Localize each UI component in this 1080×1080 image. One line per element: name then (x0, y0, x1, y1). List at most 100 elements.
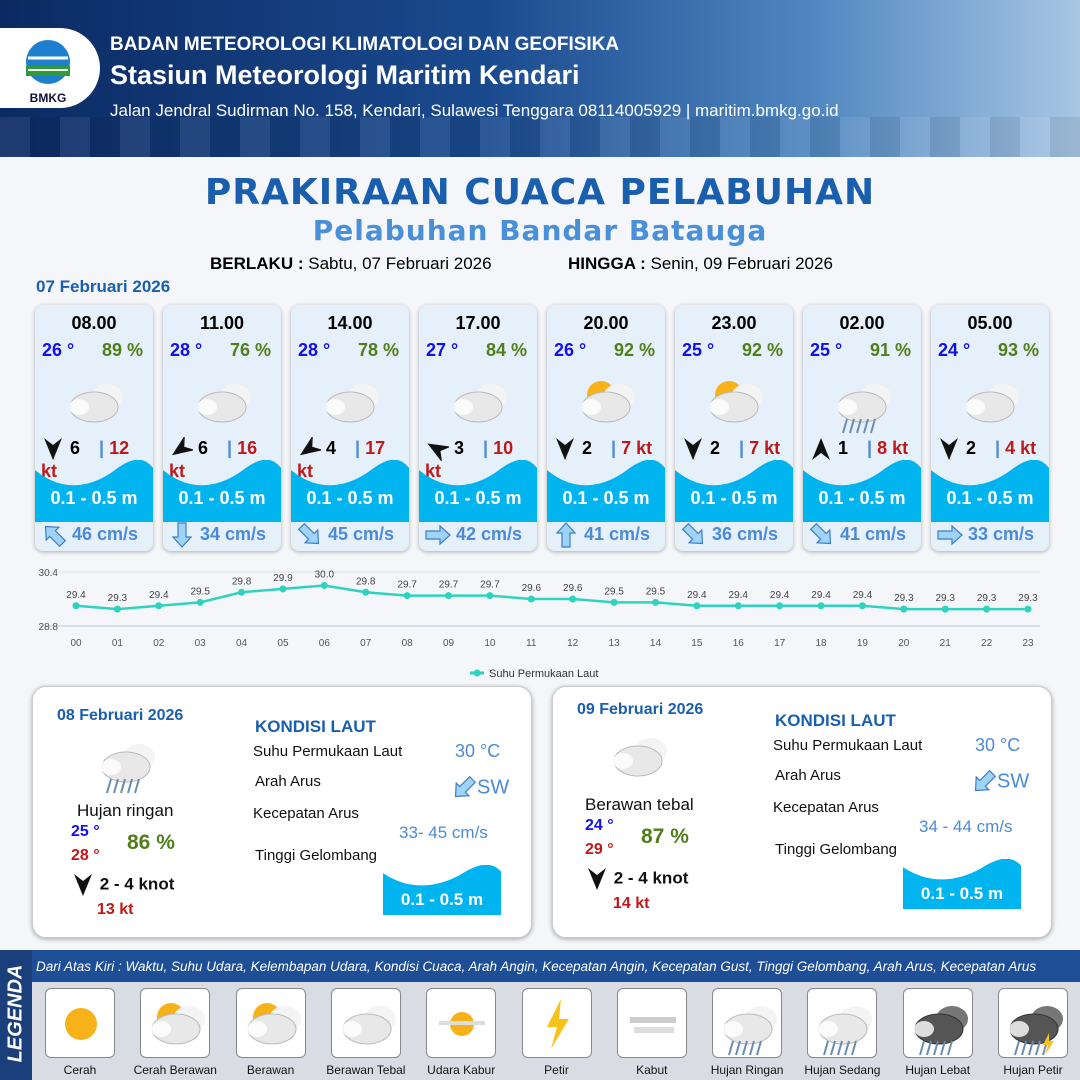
org-name: BADAN METEOROLOGI KLIMATOLOGI DAN GEOFIS… (110, 34, 620, 55)
forecast-time: 20.00 (583, 313, 629, 333)
sea-condition-heading: KONDISI LAUT (255, 717, 376, 736)
current-speed-label: Kecepatan Arus (773, 799, 879, 816)
humidity: 84 % (485, 340, 527, 360)
wave-graphic (291, 459, 409, 522)
forecast-time: 17.00 (455, 313, 501, 333)
current-dir-value: SW (997, 770, 1030, 793)
legend-item-label: Hujan Petir (1003, 1063, 1063, 1077)
port-name: Pelabuhan Bandar Batauga (312, 214, 768, 247)
current-direction-icon (553, 522, 579, 548)
data-label: 29.7 (397, 580, 417, 591)
wind-direction-icon (681, 438, 705, 460)
current-speed: 33 cm/s (968, 523, 1035, 544)
y-tick-label: 30.4 (39, 568, 59, 579)
data-point (817, 602, 825, 610)
data-label: 29.7 (439, 580, 459, 591)
data-point (858, 602, 866, 610)
forecast-time: 02.00 (839, 313, 885, 333)
berawan-tebal-icon (59, 367, 129, 437)
data-label: 29.3 (1018, 593, 1038, 604)
gust-speed: 8 kt (877, 437, 909, 458)
sst-value: 30 °C (975, 735, 1021, 755)
x-tick-label: 21 (940, 638, 952, 649)
legend-item-label: Hujan Sedang (804, 1063, 881, 1077)
wave-value: 0.1 - 0.5 m (400, 890, 484, 909)
x-tick-label: 08 (402, 638, 414, 649)
air-temp: 27 ° (426, 340, 459, 360)
current-direction-icon (971, 769, 997, 792)
current-dir-label: Arah Arus (255, 773, 321, 790)
temp-min: 25 ° (71, 823, 100, 840)
wind-direction-icon (71, 874, 95, 896)
legend-kabut-icon (616, 988, 687, 1058)
forecast-time: 08.00 (71, 313, 117, 333)
data-label: 29.4 (149, 590, 169, 601)
data-label: 30.0 (315, 570, 335, 581)
data-point (196, 598, 204, 606)
x-tick-label: 01 (112, 638, 124, 649)
data-point (1024, 605, 1032, 613)
wave-height: 0.1 - 0.5 m (50, 488, 138, 508)
station-name: Stasiun Meteorologi Maritim Kendari (110, 60, 580, 90)
page-title: PRAKIRAAN CUACA PELABUHAN (204, 172, 876, 213)
legend-description: Dari Atas Kiri : Waktu, Suhu Udara, Kele… (32, 950, 1080, 982)
x-tick-label: 09 (443, 638, 455, 649)
wave-graphic (163, 459, 281, 522)
panel-gust: 13 kt (97, 901, 134, 918)
panel-wind: 2 - 4 knot (99, 874, 175, 894)
legend-item-label: Berawan (246, 1063, 295, 1077)
data-point (569, 595, 577, 603)
wind-speed: 2 (710, 437, 721, 458)
data-label: 29.9 (273, 573, 293, 584)
legend-berawan-icon (235, 988, 306, 1058)
wind-direction-icon (553, 438, 577, 460)
current-direction-icon (451, 775, 477, 798)
y-tick-label: 28.8 (39, 622, 59, 633)
current-direction-icon (297, 522, 323, 545)
valid-to-label: HINGGA : (568, 254, 646, 273)
data-point (651, 598, 659, 606)
daily-panel: 08 Februari 2026 Hujan ringan 25 ° 28 ° … (32, 686, 532, 938)
gust-speed: 12 kt (41, 437, 130, 481)
data-label: 29.3 (894, 593, 914, 604)
legend-sidebar: LEGENDA (0, 950, 32, 1080)
data-label: 29.4 (729, 590, 749, 601)
bmkg-logo: BMKG (0, 28, 100, 108)
current-direction-icon (425, 524, 451, 546)
legend-item-label: Cerah Berawan (133, 1063, 217, 1077)
x-tick-label: 13 (609, 638, 621, 649)
wave-height: 0.1 - 0.5 m (306, 488, 394, 508)
wave-graphic (803, 459, 921, 522)
current-speed: 45 cm/s (328, 523, 395, 544)
berawan-tebal-icon (443, 367, 513, 437)
data-point (155, 602, 163, 610)
humidity: 76 % (229, 340, 271, 360)
data-label: 29.8 (356, 576, 376, 587)
data-point (693, 602, 701, 610)
forecast-card: 11.00 28 ° 76 % 6 | 16 kt 0.1 - 0.5 m 34… (163, 305, 281, 551)
wave-graphic (383, 864, 501, 915)
data-point (486, 592, 494, 600)
address: Jalan Jendral Sudirman No. 158, Kendari,… (110, 101, 839, 120)
current-speed-value: 33- 45 cm/s (399, 823, 488, 842)
air-temp: 25 ° (810, 340, 843, 360)
wave-height: 0.1 - 0.5 m (434, 488, 522, 508)
data-label: 29.3 (108, 593, 128, 604)
x-tick-label: 23 (1022, 638, 1034, 649)
forecast-time: 05.00 (967, 313, 1013, 333)
data-label: 29.5 (604, 586, 624, 597)
data-label: 29.5 (646, 586, 666, 597)
legend-petir-icon (521, 988, 592, 1058)
humidity: 93 % (997, 340, 1039, 360)
berawan-tebal-icon (603, 721, 673, 796)
panel-wind: 2 - 4 knot (613, 868, 689, 888)
data-label: 29.6 (563, 583, 583, 594)
data-point (113, 605, 121, 613)
x-tick-label: 10 (484, 638, 496, 649)
berawan-tebal-icon (315, 367, 385, 437)
svg-text:BMKG: BMKG (30, 91, 67, 105)
data-point (776, 602, 784, 610)
data-label: 29.5 (190, 586, 210, 597)
data-point (527, 595, 535, 603)
gust-speed: 7 kt (621, 437, 653, 458)
